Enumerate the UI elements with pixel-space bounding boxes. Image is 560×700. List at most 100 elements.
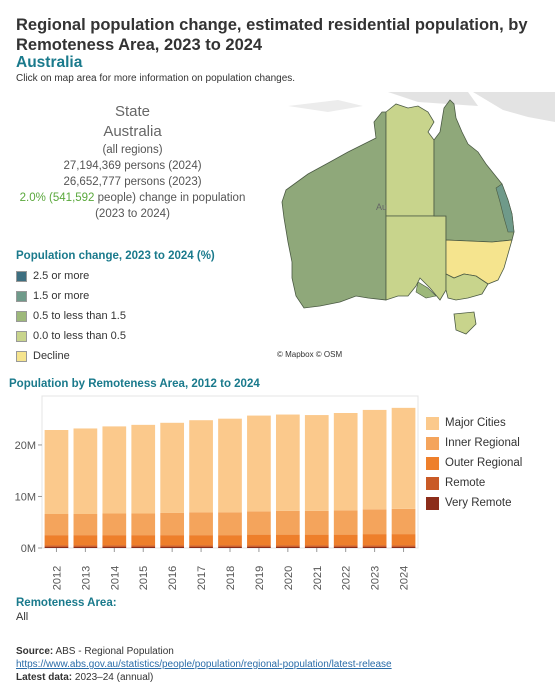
chart-legend-item[interactable]: Very Remote — [426, 493, 522, 513]
bar-segment — [44, 513, 69, 536]
map-land-north-west — [288, 100, 363, 112]
bar-segment — [73, 545, 98, 547]
bar-segment — [275, 510, 300, 535]
map-region-coastal-south[interactable] — [415, 281, 437, 299]
info-population-2024: 27,194,369 persons (2024) — [63, 160, 202, 172]
map-legend-item[interactable]: 0.5 to less than 1.5 — [16, 306, 126, 326]
bar-segment — [131, 424, 156, 514]
bar-segment — [218, 545, 242, 547]
bar-segment — [131, 545, 156, 547]
remoteness-filter-value[interactable]: All — [16, 611, 29, 623]
x-tick-label: 2013 — [80, 566, 92, 590]
bar-segment — [247, 415, 271, 512]
map-legend-item[interactable]: 1.5 or more — [16, 286, 126, 306]
x-tick-label: 2014 — [109, 566, 121, 590]
map-region-vic[interactable] — [445, 273, 489, 301]
x-tick-label: 2020 — [283, 566, 295, 590]
legend-swatch — [16, 270, 27, 282]
bar-segment — [160, 422, 185, 513]
bar-segment — [44, 535, 69, 546]
source-text: ABS - Regional Population — [53, 646, 174, 657]
x-tick-label: 2019 — [254, 566, 266, 590]
bar-segment — [333, 510, 358, 535]
bar-segment — [160, 545, 185, 547]
map-legend-item[interactable]: 0.0 to less than 0.5 — [16, 326, 126, 346]
map-credit: © Mapbox © OSM — [277, 350, 343, 359]
bar-segment — [189, 546, 213, 548]
bar-segment — [160, 546, 185, 548]
bar-segment — [304, 534, 329, 546]
bar-segment — [304, 546, 329, 548]
region-subtitle: Australia — [16, 54, 83, 71]
bar-segment — [304, 415, 329, 511]
map-region-wa[interactable] — [281, 111, 387, 309]
map-legend-label: 1.5 or more — [33, 290, 90, 302]
info-scope: (all regions) — [102, 144, 163, 156]
info-population-2023: 26,652,777 persons (2023) — [63, 176, 202, 188]
map-region-tas[interactable] — [453, 311, 477, 335]
y-tick-label: 0M — [21, 543, 36, 555]
map-land-north-east — [473, 92, 555, 122]
legend-swatch — [426, 436, 439, 450]
chart-legend: Major Cities Inner Regional Outer Region… — [426, 413, 522, 513]
bar-segment — [102, 545, 127, 547]
x-tick-label: 2017 — [196, 566, 208, 590]
bar-segment — [73, 535, 98, 546]
chart-legend-item[interactable]: Remote — [426, 473, 522, 493]
bar-segment — [247, 546, 271, 548]
bar-segment — [275, 414, 300, 511]
map-legend-label: 2.5 or more — [33, 270, 90, 282]
chart-legend-label: Major Cities — [445, 417, 506, 429]
bar-segment — [44, 430, 69, 514]
page-title: Regional population change, estimated re… — [16, 16, 528, 54]
legend-swatch — [16, 290, 27, 302]
bar-segment — [44, 546, 69, 548]
map-region-nt[interactable] — [385, 103, 435, 217]
bar-segment — [247, 534, 271, 546]
bar-segment — [44, 545, 69, 547]
bar-segment — [362, 545, 387, 547]
x-tick-label: 2016 — [167, 566, 179, 590]
chart-legend-label: Remote — [445, 477, 486, 489]
bar-segment — [131, 546, 156, 548]
bar-segment — [333, 413, 358, 511]
x-tick-label: 2021 — [312, 566, 324, 590]
legend-swatch — [426, 476, 439, 490]
bar-segment — [362, 546, 387, 548]
latest-text: 2023–24 (annual) — [72, 672, 154, 683]
bar-segment — [333, 545, 358, 547]
bar-segment — [218, 512, 242, 536]
bar-segment — [333, 534, 358, 546]
bar-segment — [247, 545, 271, 547]
australia-map[interactable]: Au — [268, 92, 555, 364]
map-land-north — [388, 92, 478, 106]
chart-legend-item[interactable]: Major Cities — [426, 413, 522, 433]
source-link[interactable]: https://www.abs.gov.au/statistics/people… — [16, 659, 392, 670]
bar-segment — [304, 510, 329, 535]
chart-legend-label: Inner Regional — [445, 437, 520, 449]
bar-segment — [275, 534, 300, 546]
map-legend-item[interactable]: Decline — [16, 346, 126, 366]
legend-swatch — [16, 350, 27, 362]
chart-legend-label: Outer Regional — [445, 457, 523, 469]
chart-legend-item[interactable]: Outer Regional — [426, 453, 522, 473]
source-label: Source: — [16, 646, 54, 657]
region-info-panel: State Australia (all regions) 27,194,369… — [0, 102, 265, 222]
chart-legend-label: Very Remote — [445, 497, 512, 509]
map-legend: 2.5 or more 1.5 or more 0.5 to less than… — [16, 266, 126, 366]
bar-segment — [131, 535, 156, 546]
bar-segment — [160, 535, 185, 546]
bar-segment — [304, 545, 329, 547]
y-tick-label: 10M — [15, 491, 36, 503]
map-legend-label: Decline — [33, 350, 70, 362]
bar-segment — [189, 545, 213, 547]
x-tick-label: 2012 — [51, 566, 63, 590]
map-overlay-label: Au — [376, 202, 387, 212]
bar-segment — [218, 418, 242, 513]
map-legend-item[interactable]: 2.5 or more — [16, 266, 126, 286]
bar-segment — [102, 426, 127, 514]
source-line: Source: ABS - Regional Population — [16, 646, 174, 658]
chart-legend-item[interactable]: Inner Regional — [426, 433, 522, 453]
legend-swatch — [426, 456, 439, 470]
map-region-coastal-east[interactable] — [495, 183, 515, 233]
